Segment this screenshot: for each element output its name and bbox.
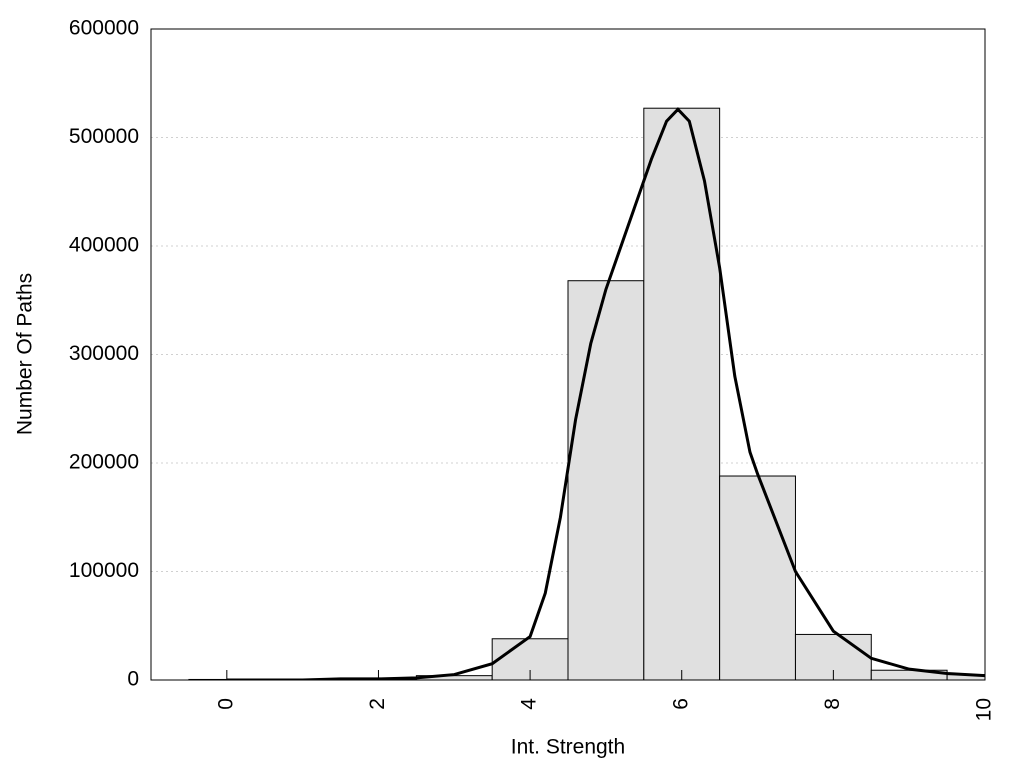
x-tick-label: 10 — [973, 698, 996, 721]
y-tick-label: 300000 — [69, 342, 139, 365]
bar — [567, 280, 645, 680]
bar — [719, 475, 796, 680]
curve — [226, 107, 985, 680]
y-tick-label: 600000 — [69, 17, 139, 40]
x-tick-label: 0 — [214, 698, 237, 710]
y-tick-label: 400000 — [69, 234, 139, 257]
y-tick-label: 0 — [127, 668, 139, 691]
plot-area — [188, 107, 985, 680]
y-tick-label: 200000 — [69, 451, 139, 474]
x-axis-label: Int. Strength — [511, 736, 625, 759]
y-axis-label: Number Of Paths — [14, 273, 37, 435]
y-tick-label: 500000 — [69, 125, 139, 148]
x-tick-label: 2 — [366, 698, 389, 710]
x-tick-label: 4 — [518, 698, 541, 710]
x-tick-label: 8 — [821, 698, 844, 710]
y-tick-label: 100000 — [69, 559, 139, 582]
x-tick-label: 6 — [669, 698, 692, 710]
plot-frame — [150, 28, 986, 681]
